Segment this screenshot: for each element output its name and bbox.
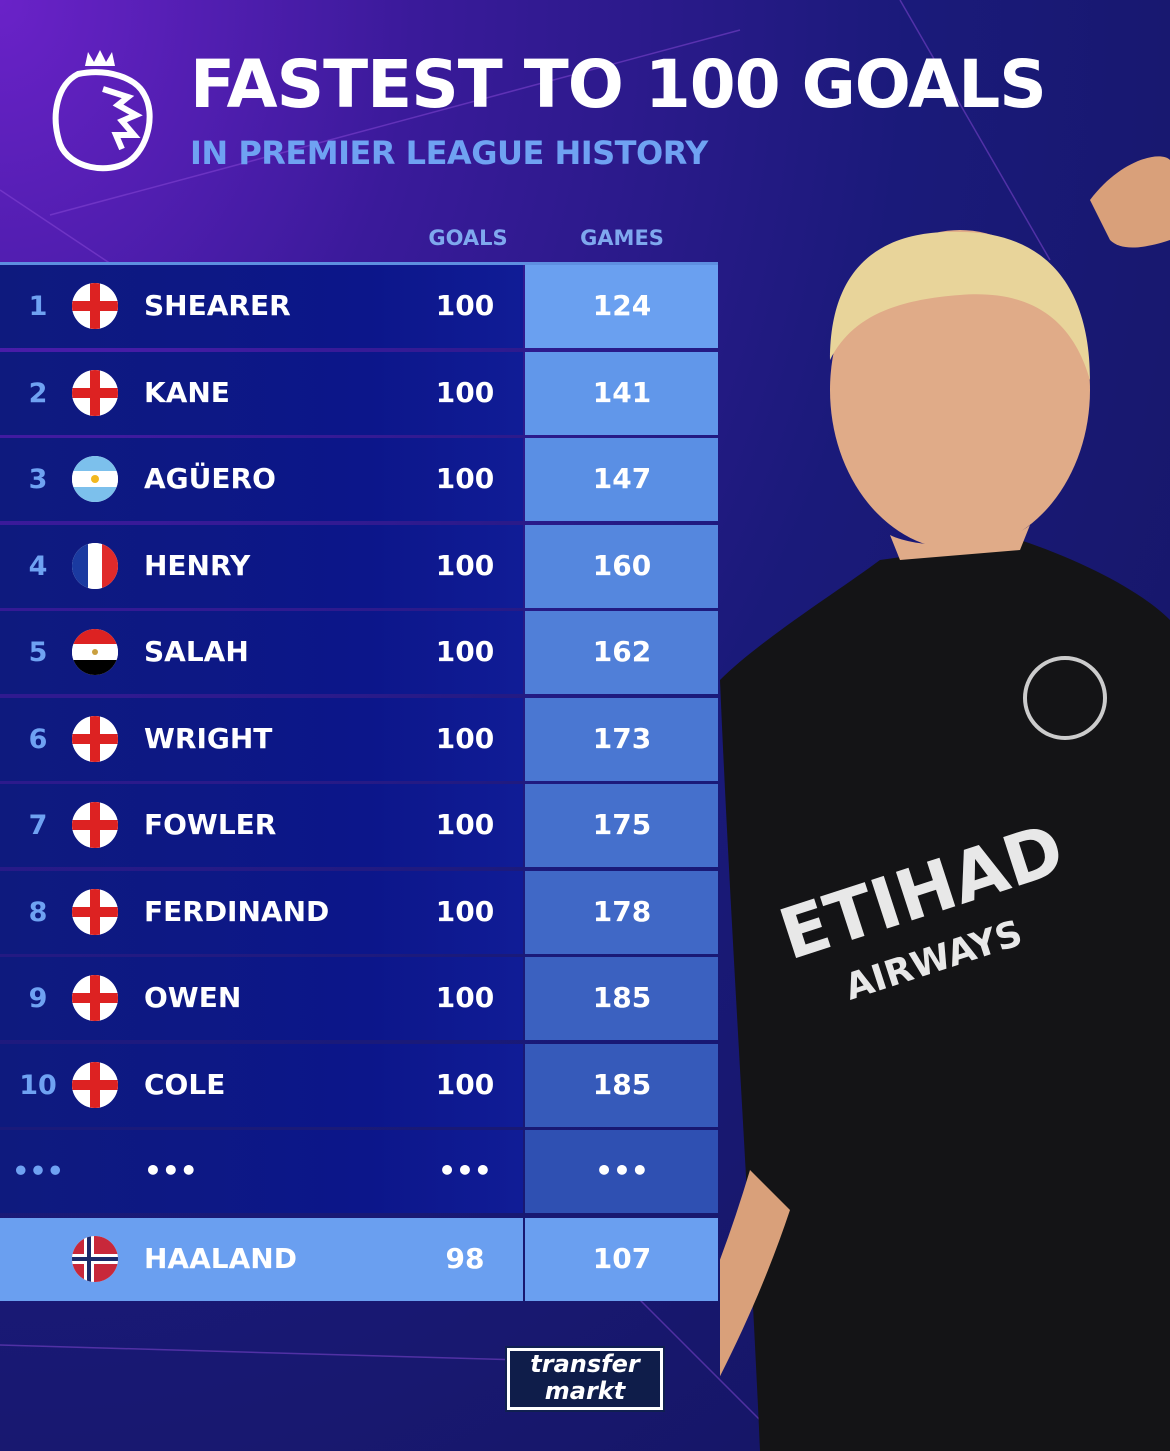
player-rank: 10: [19, 1069, 57, 1101]
player-games: 178: [592, 894, 652, 928]
player-name: SALAH: [144, 635, 249, 668]
player-photo: ETIHAD AIRWAYS: [720, 156, 1170, 1451]
player-name: KANE: [144, 375, 230, 409]
row-games-cell: [525, 697, 718, 781]
flag-england-icon: [72, 975, 118, 1021]
player-goals: 100: [435, 635, 495, 668]
row-games-cell: [525, 438, 718, 521]
table-row: 4 HENRY 100 160: [0, 524, 718, 608]
highlight-row: HAALAND 98 107: [0, 1218, 718, 1301]
row-games-cell: [525, 351, 718, 435]
player-games: 147: [592, 462, 652, 495]
premier-league-logo: [52, 50, 153, 172]
flag-england-icon: [72, 1061, 118, 1108]
player-goals: 100: [435, 1067, 495, 1101]
page-title: FASTEST TO 100 GOALS: [190, 46, 1047, 123]
player-goals: 100: [435, 894, 495, 928]
row-games-cell: [525, 870, 718, 954]
player-rank: 3: [28, 464, 48, 495]
player-name: OWEN: [144, 981, 242, 1014]
flag-england-icon: [72, 283, 118, 329]
table-row: ••• ••• ••• •••: [0, 1130, 718, 1213]
table-row: 1 SHEARER 100 124: [0, 265, 718, 348]
player-name: WRIGHT: [144, 721, 273, 755]
player-name: COLE: [144, 1067, 226, 1101]
row-games-cell: [525, 1218, 718, 1301]
player-games: 160: [592, 548, 652, 582]
player-games: 175: [592, 808, 652, 841]
player-name: HENRY: [144, 548, 251, 582]
table-row: 3 AGÜERO 100 147: [0, 438, 718, 521]
player-rank: 2: [28, 377, 48, 409]
flag-england-icon: [72, 369, 118, 416]
table-row: 2 KANE 100 141: [0, 351, 718, 435]
player-games: 162: [592, 635, 652, 668]
flag-england-icon: [72, 802, 118, 848]
player-name: FOWLER: [144, 808, 277, 841]
player-goals: 100: [435, 721, 495, 755]
player-rank: 4: [28, 550, 48, 582]
player-name: AGÜERO: [144, 462, 276, 495]
row-games-cell: [525, 611, 718, 694]
player-rank: 7: [28, 810, 48, 841]
row-games-cell: [525, 524, 718, 608]
transfermarkt-logo: transfer markt: [505, 1346, 665, 1412]
watermark-line1: transfer: [530, 1350, 640, 1378]
player-goals: 98: [445, 1242, 485, 1275]
player-goals: 100: [435, 808, 495, 841]
player-rank: 6: [28, 723, 48, 755]
table-row: 10 COLE 100 185: [0, 1043, 718, 1127]
row-games-cell: [525, 784, 718, 867]
row-games-cell: [525, 1130, 718, 1213]
flag-norway-icon: [72, 1236, 118, 1282]
flag-argentina-icon: [72, 456, 118, 502]
page-subtitle: IN PREMIER LEAGUE HISTORY: [190, 134, 708, 172]
player-games: 173: [592, 721, 652, 755]
flag-france-icon: [72, 542, 118, 589]
table-row: 6 WRIGHT 100 173: [0, 697, 718, 781]
goals-column-header: GOALS: [428, 226, 508, 250]
player-games: 107: [592, 1242, 652, 1275]
table-top-border: [0, 262, 718, 265]
player-rank: 1: [28, 291, 48, 322]
table-row: 9 OWEN 100 185: [0, 957, 718, 1040]
row-games-cell: [525, 957, 718, 1040]
player-games: 141: [592, 375, 652, 409]
games-column-header: GAMES: [580, 226, 664, 250]
player-games: 185: [592, 981, 652, 1014]
player-games: 185: [592, 1067, 652, 1101]
player-goals: 100: [435, 981, 495, 1014]
player-name: •••: [144, 1154, 198, 1187]
player-rank: 8: [28, 896, 48, 928]
player-name: SHEARER: [144, 289, 291, 322]
player-goals: 100: [435, 462, 495, 495]
flag-egypt-icon: [72, 629, 118, 675]
flag-england-icon: [72, 888, 118, 935]
table-row: 7 FOWLER 100 175: [0, 784, 718, 867]
row-main-cell: [0, 1130, 523, 1213]
player-goals: •••: [438, 1154, 492, 1187]
player-goals: 100: [435, 375, 495, 409]
player-name: HAALAND: [144, 1242, 297, 1275]
row-games-cell: [525, 265, 718, 348]
watermark-line2: markt: [544, 1377, 626, 1405]
row-games-cell: [525, 1043, 718, 1127]
player-goals: 100: [435, 289, 495, 322]
player-name: FERDINAND: [144, 894, 330, 928]
player-rank: 9: [28, 983, 48, 1014]
table-row: 5 SALAH 100 162: [0, 611, 718, 694]
player-games: •••: [595, 1154, 649, 1187]
flag-england-icon: [72, 715, 118, 762]
player-rank: 5: [28, 637, 48, 668]
player-games: 124: [592, 289, 652, 322]
player-goals: 100: [435, 548, 495, 582]
player-rank: •••: [12, 1156, 64, 1187]
table-row: 8 FERDINAND 100 178: [0, 870, 718, 954]
